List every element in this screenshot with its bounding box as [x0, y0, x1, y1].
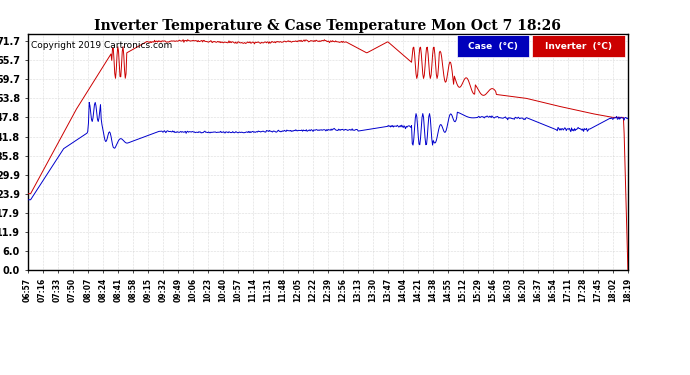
FancyBboxPatch shape [457, 35, 529, 57]
Text: Copyright 2019 Cartronics.com: Copyright 2019 Cartronics.com [30, 41, 172, 50]
Title: Inverter Temperature & Case Temperature Mon Oct 7 18:26: Inverter Temperature & Case Temperature … [95, 19, 561, 33]
Text: Inverter  (°C): Inverter (°C) [545, 42, 612, 51]
FancyBboxPatch shape [532, 35, 625, 57]
Text: Case  (°C): Case (°C) [468, 42, 518, 51]
